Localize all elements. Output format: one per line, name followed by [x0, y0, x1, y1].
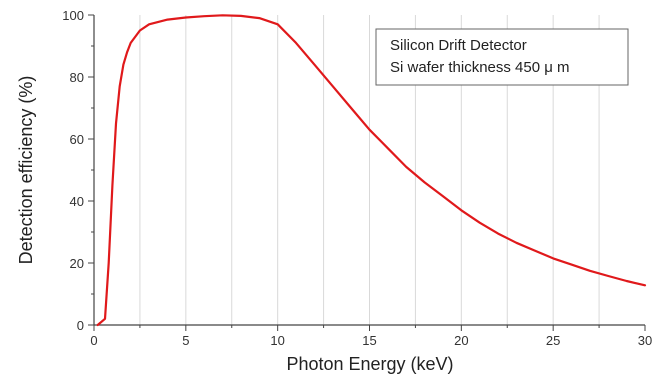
legend: Silicon Drift Detector Si wafer thicknes… — [375, 28, 629, 86]
x-tick-label: 20 — [454, 333, 468, 348]
y-tick-label: 80 — [70, 70, 84, 85]
y-tick-label: 60 — [70, 132, 84, 147]
y-tick-label: 40 — [70, 194, 84, 209]
x-tick-label: 5 — [182, 333, 189, 348]
x-tick-label: 0 — [90, 333, 97, 348]
legend-box — [375, 28, 629, 86]
ticks — [88, 14, 646, 331]
x-axis-title: Photon Energy (keV) — [286, 354, 453, 374]
x-tick-labels: 0 5 10 15 20 25 30 — [90, 333, 652, 348]
x-tick-label: 10 — [270, 333, 284, 348]
x-tick-label: 30 — [638, 333, 652, 348]
series-group — [96, 14, 647, 327]
y-tick-labels: 0 20 40 60 80 100 — [62, 8, 84, 333]
legend-line-1: Silicon Drift Detector — [390, 37, 527, 54]
y-axis-title: Detection efficiency (%) — [16, 76, 36, 265]
legend-line-2: Si wafer thickness 450 μ m — [390, 59, 570, 76]
x-tick-label: 25 — [546, 333, 560, 348]
y-tick-label: 20 — [70, 256, 84, 271]
series-line — [96, 14, 647, 327]
y-tick-label: 100 — [62, 8, 84, 23]
x-tick-label: 15 — [362, 333, 376, 348]
y-tick-label: 0 — [77, 318, 84, 333]
